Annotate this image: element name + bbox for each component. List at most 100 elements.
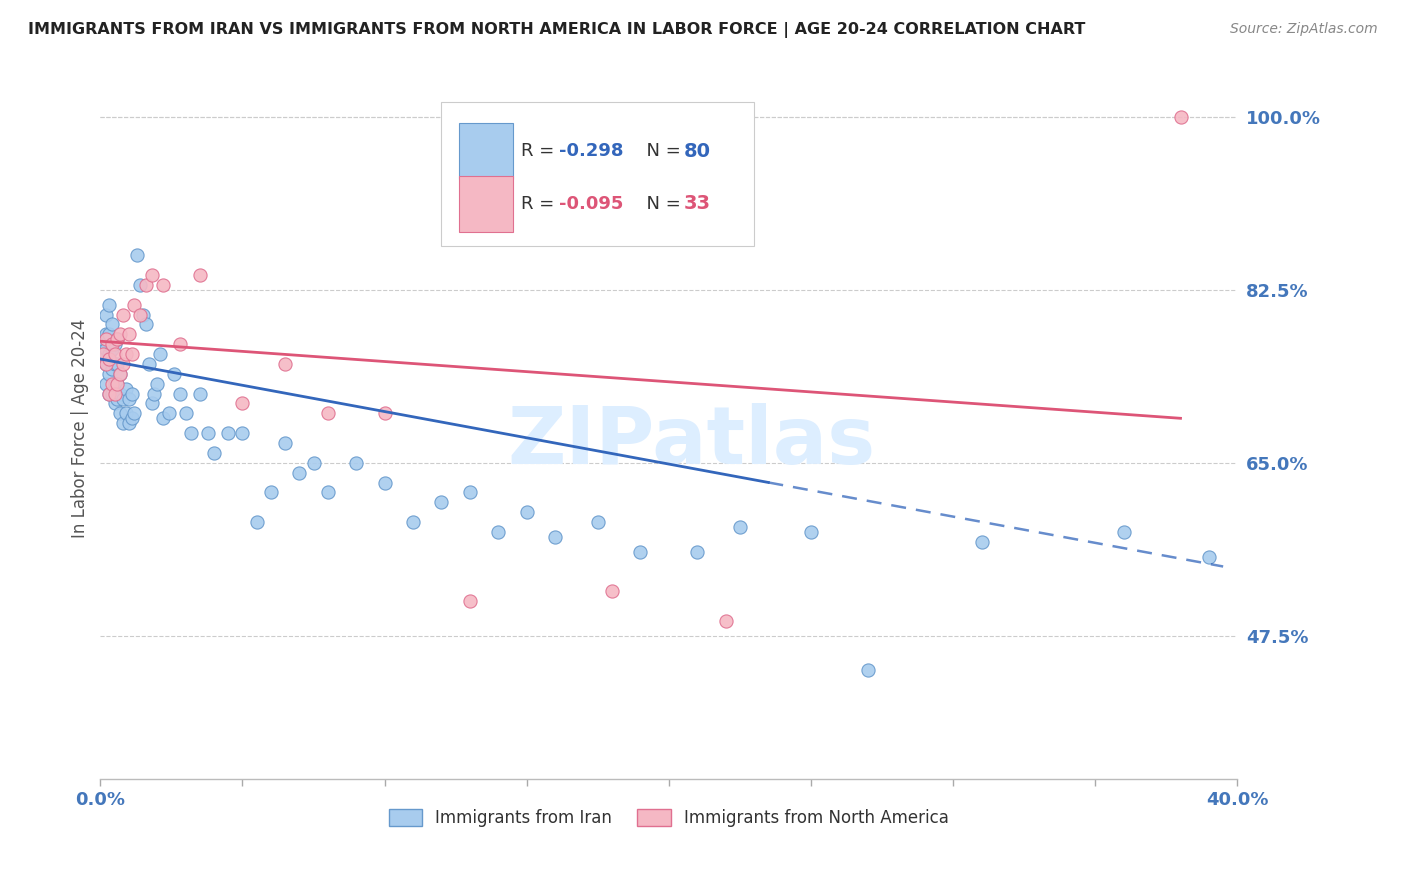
Point [97, 298, 120, 312]
Text: -0.095: -0.095 [558, 194, 623, 212]
Point [97, 367, 120, 381]
Point [107, 376, 129, 391]
Point [316, 406, 339, 420]
Y-axis label: In Labor Force | Age 20-24: In Labor Force | Age 20-24 [72, 318, 89, 538]
Point [107, 392, 129, 406]
Point [458, 594, 481, 608]
Point [94, 308, 117, 322]
Point [129, 277, 152, 292]
Text: N =: N = [634, 194, 686, 212]
Point [103, 337, 125, 351]
Point [115, 382, 138, 396]
Point [728, 520, 751, 534]
Point [302, 456, 325, 470]
Point [630, 544, 652, 558]
Point [94, 357, 117, 371]
Point [1198, 549, 1220, 564]
Point [97, 351, 120, 366]
Text: 80: 80 [683, 142, 710, 161]
Point [94, 376, 117, 391]
Point [260, 485, 283, 500]
Point [103, 396, 125, 410]
Point [344, 456, 367, 470]
Point [127, 248, 149, 262]
Point [124, 406, 146, 420]
Point [169, 386, 191, 401]
Text: -0.298: -0.298 [558, 142, 623, 160]
Point [180, 426, 202, 441]
Point [94, 342, 117, 356]
Point [135, 277, 157, 292]
Point [110, 367, 132, 381]
Point [97, 327, 120, 342]
Point [516, 505, 538, 519]
Text: R =: R = [522, 194, 560, 212]
Text: N =: N = [634, 142, 686, 160]
Text: R =: R = [522, 142, 560, 160]
Point [100, 337, 122, 351]
Point [163, 367, 186, 381]
FancyBboxPatch shape [441, 102, 754, 246]
Text: 33: 33 [683, 194, 710, 213]
Point [91, 347, 114, 361]
Point [686, 544, 709, 558]
FancyBboxPatch shape [458, 123, 513, 179]
Point [110, 327, 132, 342]
Point [100, 376, 122, 391]
Point [800, 524, 823, 539]
Point [970, 534, 993, 549]
Point [458, 485, 481, 500]
Point [118, 416, 141, 430]
Point [129, 308, 152, 322]
Point [107, 332, 129, 346]
Point [600, 584, 623, 599]
Point [1112, 524, 1135, 539]
Point [115, 347, 138, 361]
Point [374, 406, 396, 420]
Point [91, 351, 114, 366]
Point [141, 268, 163, 282]
Point [288, 466, 311, 480]
Point [169, 337, 191, 351]
Point [246, 515, 269, 529]
Point [100, 362, 122, 376]
Point [231, 426, 253, 441]
Point [97, 386, 120, 401]
Point [100, 342, 122, 356]
Point [107, 376, 129, 391]
Point [544, 530, 567, 544]
Point [1170, 110, 1192, 124]
Point [402, 515, 425, 529]
Point [231, 396, 253, 410]
Point [157, 406, 180, 420]
Text: ZIPatlas: ZIPatlas [508, 403, 876, 481]
Legend: Immigrants from Iran, Immigrants from North America: Immigrants from Iran, Immigrants from No… [382, 802, 956, 834]
Point [107, 357, 129, 371]
Point [100, 318, 122, 332]
Point [112, 357, 135, 371]
Point [274, 436, 297, 450]
Point [121, 347, 143, 361]
Point [149, 347, 172, 361]
Point [94, 327, 117, 342]
Point [91, 347, 114, 361]
Point [152, 277, 174, 292]
Point [118, 392, 141, 406]
Point [174, 406, 197, 420]
Point [112, 416, 135, 430]
Point [135, 318, 157, 332]
Point [202, 446, 225, 460]
Point [103, 347, 125, 361]
Point [138, 357, 160, 371]
Point [103, 386, 125, 401]
Point [107, 332, 129, 346]
Point [97, 386, 120, 401]
Point [374, 475, 396, 490]
Point [103, 357, 125, 371]
Point [141, 396, 163, 410]
Point [274, 357, 297, 371]
Point [91, 332, 114, 346]
Point [121, 386, 143, 401]
Point [110, 367, 132, 381]
Point [188, 386, 211, 401]
